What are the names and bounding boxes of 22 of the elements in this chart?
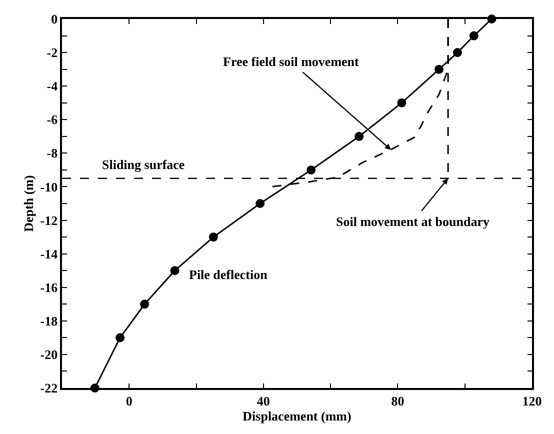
x-tick-label: 120 (522, 393, 542, 408)
y-tick-label: -20 (40, 347, 58, 362)
y-tick-label: -4 (46, 78, 58, 94)
y-axis-title: Depth (m) (20, 175, 36, 232)
y-tick-label: 0 (51, 12, 58, 27)
y-tick-label: -14 (40, 246, 58, 262)
y-tick-label: -8 (46, 146, 58, 161)
ref-line-label: Sliding surface (102, 157, 185, 172)
annotation: Soil movement at boundary (336, 214, 490, 229)
y-tick-label: -12 (40, 212, 58, 228)
y-tick-label: -22 (40, 380, 58, 396)
x-tick-label: 0 (126, 393, 132, 408)
y-tick-label: -16 (40, 280, 58, 295)
x-tick-label: 40 (256, 393, 270, 408)
y-tick-label: -6 (46, 112, 58, 128)
annotation: Free field soil movement (223, 54, 360, 69)
x-axis-title: Displacement (mm) (242, 408, 352, 424)
y-tick-label: -2 (46, 45, 58, 60)
y-tick-label: -18 (40, 313, 58, 328)
y-tick-label: -10 (40, 179, 58, 194)
x-tick-label: 80 (391, 393, 404, 408)
series-label: Pile deflection (189, 267, 268, 282)
